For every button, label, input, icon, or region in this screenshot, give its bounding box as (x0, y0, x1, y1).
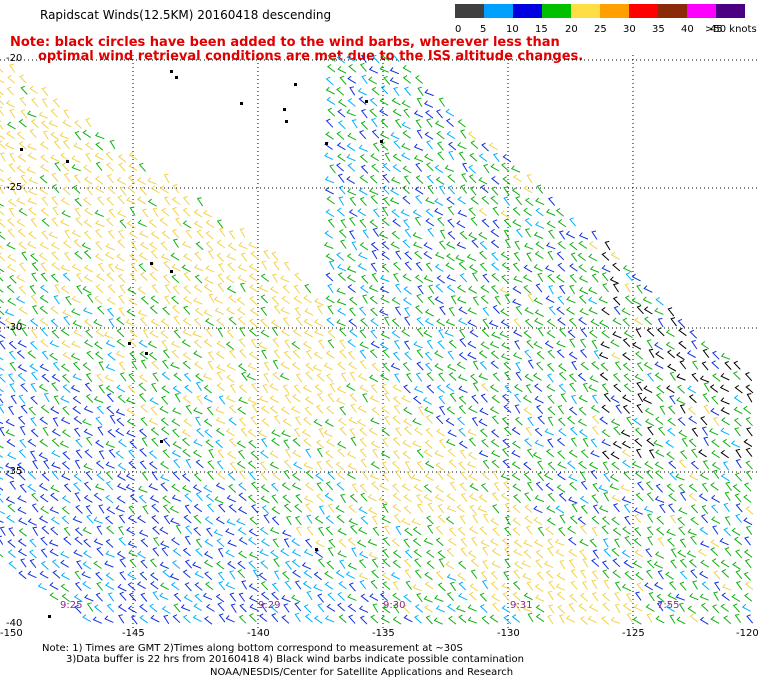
time-label-3: 9:30 (383, 600, 406, 611)
legend-label-0: 0 (455, 24, 462, 35)
lon-label-135: -135 (372, 628, 395, 639)
lat-label-40: -40 (6, 618, 23, 629)
time-label-1: 9:25 (60, 600, 83, 611)
legend-swatch-2 (513, 4, 542, 18)
contamination-note-line-1: Note: black circles have been added to t… (10, 35, 560, 50)
legend-swatch-6 (629, 4, 658, 18)
legend-swatch-4 (571, 4, 600, 18)
time-label-5: 7:55 (657, 600, 680, 611)
island-markers (20, 70, 383, 618)
map-title: Rapidscat Winds(12.5KM) 20160418 descend… (40, 8, 332, 22)
contamination-note-line-2: optimal wind retrieval conditions are me… (38, 49, 584, 64)
footer-note-line-1: Note: 1) Times are GMT 2)Times along bot… (42, 643, 463, 654)
legend-label-10: >50 knots (705, 24, 757, 35)
lon-label-120: -120 (736, 628, 759, 639)
legend-swatch-0 (455, 4, 484, 18)
legend-swatch-1 (484, 4, 513, 18)
footer-credit: NOAA/NESDIS/Center for Satellite Applica… (210, 667, 514, 678)
lat-label-30: -30 (6, 322, 23, 333)
legend-label-3: 15 (535, 24, 548, 35)
lat-lon-grid (0, 55, 760, 630)
lon-label-130: -130 (497, 628, 520, 639)
wind-barbs (0, 55, 754, 625)
lon-label-125: -125 (622, 628, 645, 639)
wind-barb-map (0, 55, 760, 630)
lon-label-140: -140 (247, 628, 270, 639)
legend-label-6: 30 (623, 24, 636, 35)
footer-note-line-2: 3)Data buffer is 22 hrs from 20160418 4)… (66, 654, 524, 665)
legend-swatch-3 (542, 4, 571, 18)
lat-label-20: -20 (6, 53, 23, 64)
time-label-2: 9:29 (258, 600, 281, 611)
legend-label-5: 25 (594, 24, 607, 35)
lat-label-25: -25 (6, 182, 23, 193)
lat-label-35: -35 (6, 466, 23, 477)
lon-label-145: -145 (122, 628, 145, 639)
legend-label-7: 35 (652, 24, 665, 35)
lon-label-150: -150 (0, 628, 23, 639)
legend-swatch-8 (687, 4, 716, 18)
legend-label-8: 40 (681, 24, 694, 35)
legend-label-2: 10 (506, 24, 519, 35)
legend-swatch-9 (716, 4, 745, 18)
legend-swatch-5 (600, 4, 629, 18)
legend-label-4: 20 (565, 24, 578, 35)
legend-swatch-7 (658, 4, 687, 18)
time-label-4: 9:31 (510, 600, 533, 611)
legend-label-1: 5 (480, 24, 487, 35)
legend-label-9: 45 (710, 24, 723, 35)
